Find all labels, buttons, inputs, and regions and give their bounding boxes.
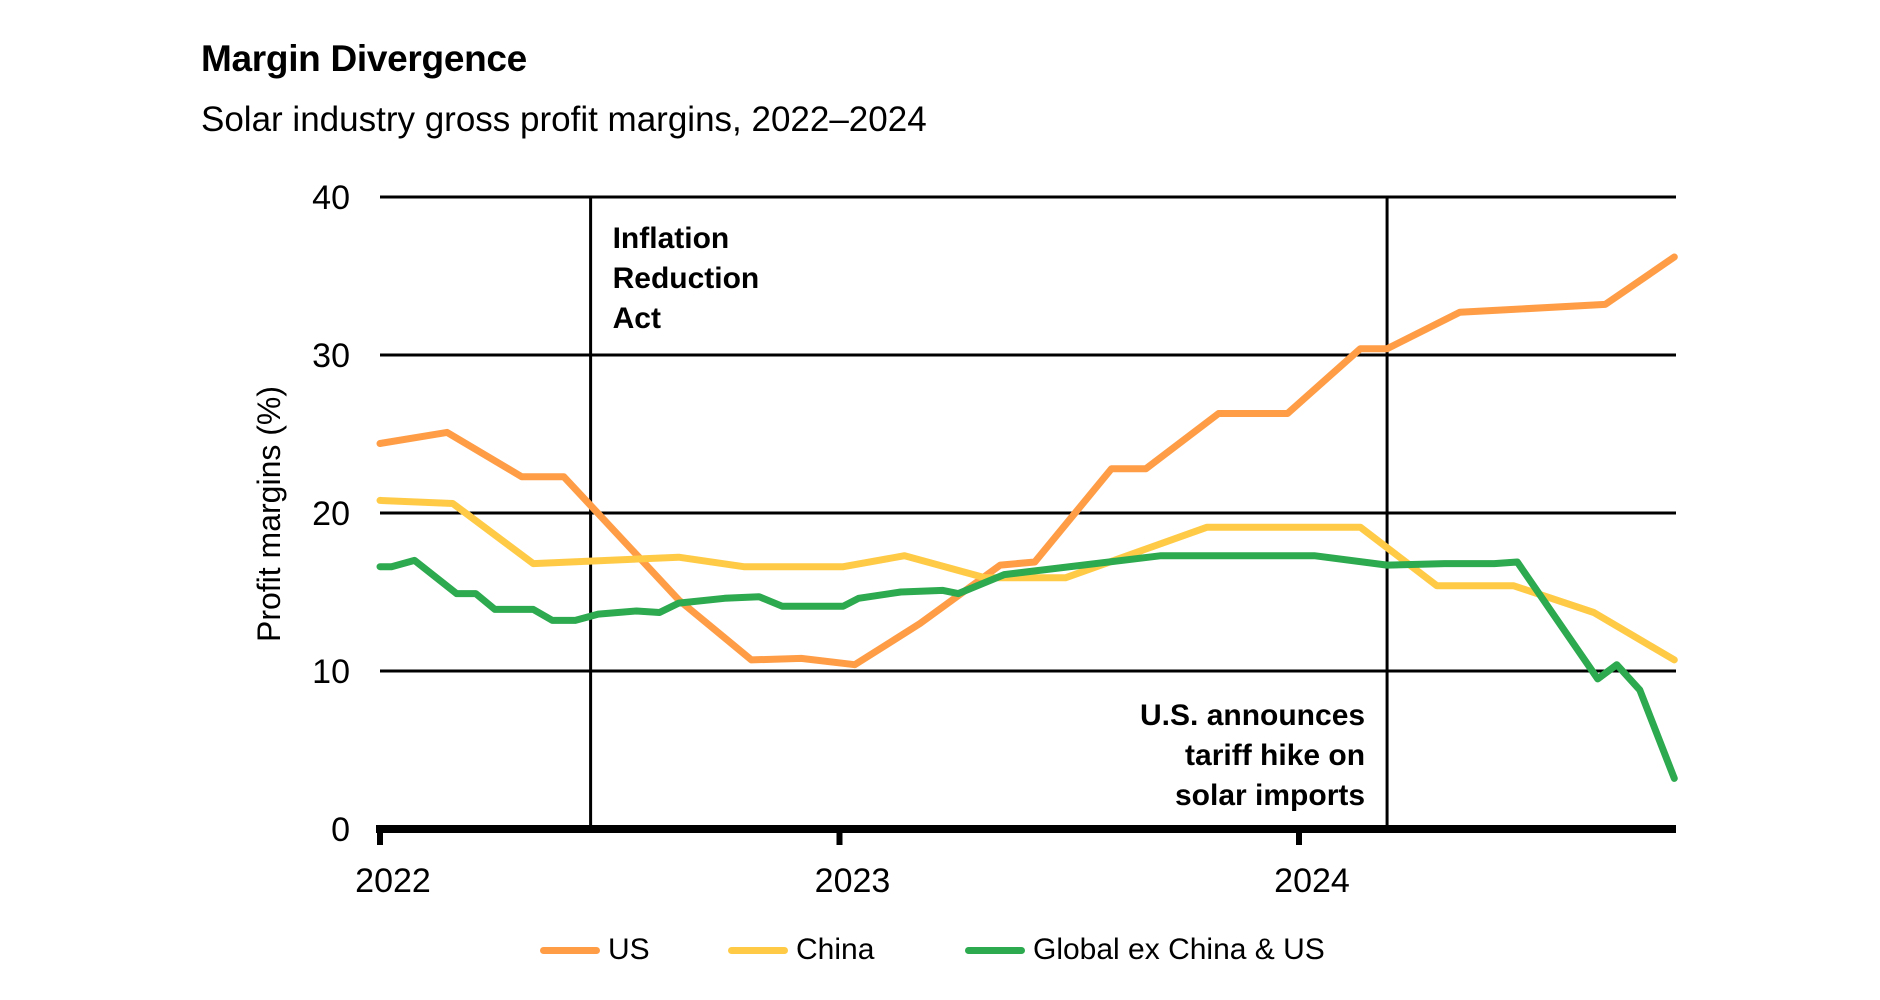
chart-title: Margin Divergence bbox=[201, 38, 527, 79]
annotations: Inflation Reduction Act U.S. announces tarif… bbox=[613, 222, 1365, 812]
y-tick-label-30: 30 bbox=[312, 337, 350, 375]
legend-swatch-us bbox=[540, 946, 600, 954]
y-tick-label-40: 40 bbox=[312, 179, 350, 217]
series-line-global-ex-china-us bbox=[376, 552, 1678, 782]
x-tick-label-2023: 2023 bbox=[815, 862, 891, 900]
y-axis-title: Profit margins (%) bbox=[251, 386, 287, 642]
legend-swatch-global bbox=[965, 946, 1025, 954]
x-tick-label-2024: 2024 bbox=[1274, 862, 1350, 900]
x-axis bbox=[376, 825, 1676, 845]
legend-item-global: Global ex China & US bbox=[965, 930, 1325, 970]
annotation-text-1-line-2: solar imports bbox=[1175, 779, 1365, 812]
gridlines bbox=[380, 195, 1676, 673]
legend-item-us: US bbox=[540, 930, 650, 970]
y-tick-label-10: 10 bbox=[312, 653, 350, 691]
legend-label-global: Global ex China & US bbox=[1033, 933, 1325, 966]
series-lines bbox=[376, 253, 1678, 782]
y-tick-label-20: 20 bbox=[312, 495, 350, 533]
series-line-china bbox=[376, 496, 1678, 664]
legend-label-china: China bbox=[796, 933, 875, 966]
legend-label-us: US bbox=[608, 933, 650, 966]
annotation-text-0-line-0: Inflation bbox=[613, 222, 730, 255]
x-tick-label-2022: 2022 bbox=[355, 862, 431, 900]
legend-item-china: China bbox=[728, 930, 874, 970]
y-tick-label-0: 0 bbox=[331, 811, 350, 849]
legend: US China Global ex China & US bbox=[0, 930, 1880, 970]
axis-labels: 0 10 20 30 40 2022 2023 2024 Profit margins (%) bbox=[251, 179, 1350, 900]
annotation-text-0-line-2: Act bbox=[613, 302, 661, 335]
annotation-text-1-line-0: U.S. announces bbox=[1140, 699, 1365, 732]
annotation-text-0-line-1: Reduction bbox=[613, 262, 760, 295]
series-line-us bbox=[376, 253, 1678, 669]
chart-subtitle: Solar industry gross profit margins, 202… bbox=[201, 100, 927, 139]
annotation-text-1-line-1: tariff hike on bbox=[1185, 739, 1365, 772]
annotation-lines bbox=[589, 197, 1389, 829]
legend-swatch-china bbox=[728, 946, 788, 954]
